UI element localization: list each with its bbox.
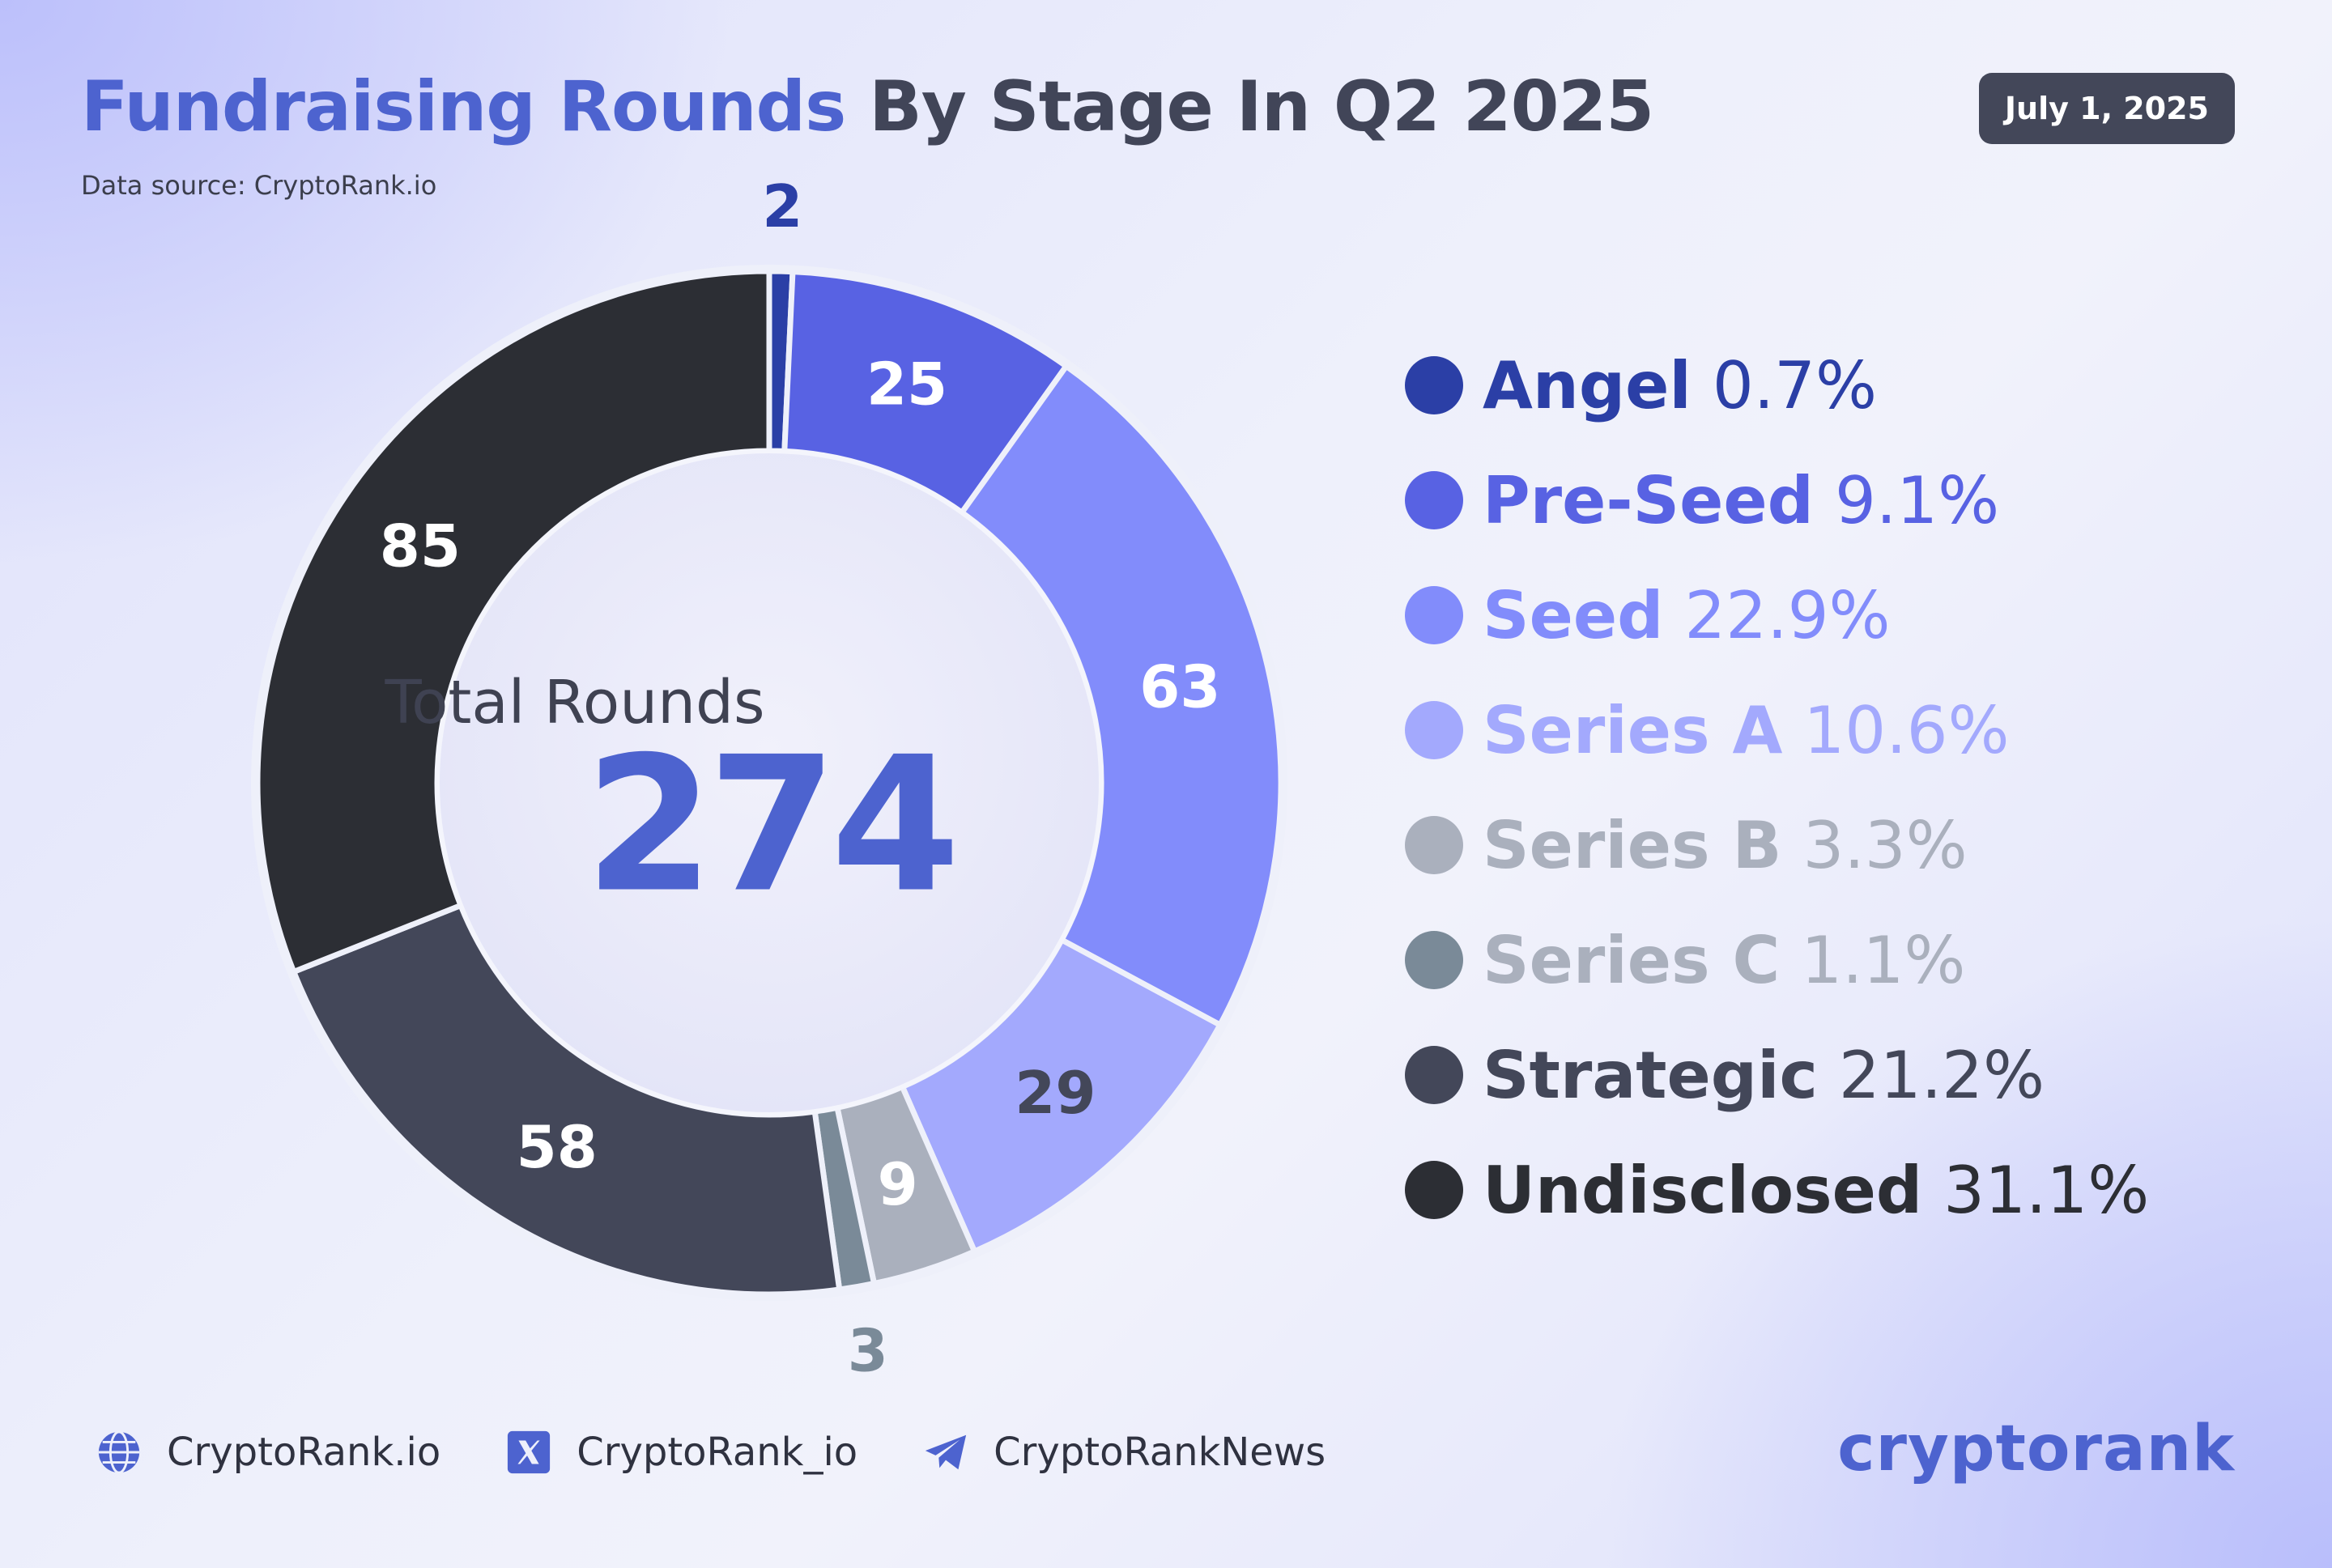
legend: Angel 0.7% Pre-Seed 9.1% Seed 22.9% Series A 10… [1405,328,2149,1247]
legend-item-undisclosed: Undisclosed 31.1% [1405,1132,2149,1247]
title-highlight: Fundraising Rounds [81,66,846,147]
value-label-series-a: 29 [1015,1059,1096,1127]
total-rounds-value: 274 [584,717,960,934]
legend-percentage: 1.1% [1801,922,1966,998]
legend-label: Seed [1483,577,1664,653]
website-label: CryptoRank.io [167,1430,441,1475]
legend-percentage: 0.7% [1712,347,1878,423]
title-rest: By Stage In Q2 2025 [869,66,1654,147]
legend-percentage: 9.1% [1834,462,2000,538]
legend-label: Series C [1483,922,1781,998]
legend-label: Angel [1483,347,1692,423]
legend-swatch [1405,356,1463,414]
value-label-seed: 63 [1139,653,1220,721]
legend-percentage: 31.1% [1943,1152,2150,1228]
chart-title: Fundraising Rounds By Stage In Q2 2025 [81,66,1654,147]
brand-logo: cryptorank [1837,1413,2235,1485]
legend-percentage: 22.9% [1684,577,1891,653]
globe-icon [98,1430,140,1474]
value-label-strategic: 58 [517,1113,598,1181]
legend-item-series-a: Series A 10.6% [1405,673,2149,788]
legend-swatch [1405,586,1463,644]
x-label: CryptoRank_io [577,1430,858,1475]
telegram-link[interactable]: CryptoRankNews [922,1429,1326,1476]
legend-percentage: 10.6% [1803,692,2010,768]
value-label-series-c: 3 [848,1316,888,1384]
website-link[interactable]: CryptoRank.io [96,1429,440,1476]
legend-item-strategic: Strategic 21.2% [1405,1018,2149,1132]
value-label-pre-seed: 25 [866,351,947,419]
legend-item-angel: Angel 0.7% [1405,328,2149,443]
value-label-angel: 2 [762,172,802,240]
telegram-label: CryptoRankNews [994,1430,1326,1475]
legend-label: Strategic [1483,1037,1818,1113]
telegram-icon [926,1434,967,1470]
value-label-undisclosed: 85 [380,512,461,580]
legend-percentage: 3.3% [1802,807,1968,883]
legend-swatch [1405,816,1463,874]
legend-swatch [1405,701,1463,759]
legend-swatch [1405,931,1463,989]
footer: CryptoRank.io CryptoRank_io CryptoRankNe… [96,1429,1390,1476]
x-link[interactable]: CryptoRank_io [505,1429,857,1476]
legend-item-seed: Seed 22.9% [1405,558,2149,673]
legend-label: Series A [1483,692,1783,768]
legend-swatch [1405,1161,1463,1219]
legend-item-series-c: Series C 1.1% [1405,903,2149,1018]
legend-item-series-b: Series B 3.3% [1405,788,2149,903]
legend-label: Undisclosed [1483,1152,1923,1228]
center-label: Total Rounds [385,668,765,737]
donut-hole [435,448,1104,1117]
value-label-series-b: 9 [878,1150,918,1218]
legend-swatch [1405,471,1463,529]
legend-item-pre-seed: Pre-Seed 9.1% [1405,443,2149,558]
data-source: Data source: CryptoRank.io [81,170,437,201]
legend-label: Series B [1483,807,1782,883]
x-logo-icon [508,1430,551,1474]
legend-label: Pre-Seed [1483,462,1814,538]
legend-swatch [1405,1046,1463,1104]
legend-percentage: 21.2% [1838,1037,2045,1113]
date-badge: July 1, 2025 [1978,73,2235,144]
